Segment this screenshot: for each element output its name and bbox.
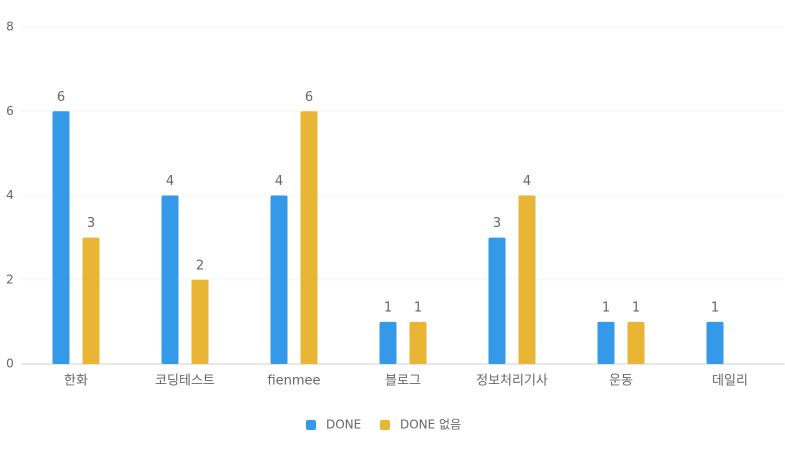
- value-label: 1: [602, 300, 610, 315]
- bar: [409, 321, 427, 364]
- x-tick-label: 운동: [609, 374, 633, 389]
- bar: [270, 195, 288, 364]
- value-label: 4: [523, 174, 531, 189]
- bar: [52, 111, 70, 364]
- y-tick-label: 8: [6, 20, 14, 34]
- bar: [379, 321, 397, 364]
- value-label: 1: [414, 300, 422, 315]
- legend-label: DONE: [326, 418, 361, 432]
- bar: [191, 279, 209, 364]
- x-tick-label: 데일리: [712, 374, 748, 389]
- legend-label: DONE 없음: [400, 418, 461, 432]
- bar: [82, 237, 100, 364]
- y-tick-label: 2: [6, 272, 14, 286]
- value-label: 1: [711, 300, 719, 315]
- bar: [597, 321, 615, 364]
- value-label: 4: [275, 174, 283, 189]
- bar: [300, 111, 318, 364]
- y-tick-label: 0: [6, 357, 14, 371]
- y-tick-label: 4: [6, 188, 14, 202]
- legend-marker: [306, 420, 316, 430]
- y-tick-label: 6: [6, 104, 14, 118]
- bar: [706, 321, 724, 364]
- bar: [488, 237, 506, 364]
- x-tick-label: 코딩테스트: [155, 374, 215, 389]
- x-tick-label: fienmee: [267, 374, 320, 389]
- value-label: 1: [632, 300, 640, 315]
- legend-marker: [380, 420, 390, 430]
- x-tick-label: 정보처리기사: [476, 374, 548, 389]
- value-label: 4: [166, 174, 174, 189]
- bar: [161, 195, 179, 364]
- value-label: 6: [57, 90, 65, 105]
- value-label: 2: [196, 258, 204, 273]
- bar: [627, 321, 645, 364]
- bar: [518, 195, 536, 364]
- x-tick-label: 블로그: [385, 374, 421, 389]
- value-label: 6: [305, 90, 313, 105]
- value-label: 3: [87, 216, 95, 231]
- x-tick-label: 한화: [64, 374, 88, 389]
- value-label: 3: [493, 216, 501, 231]
- value-label: 1: [384, 300, 392, 315]
